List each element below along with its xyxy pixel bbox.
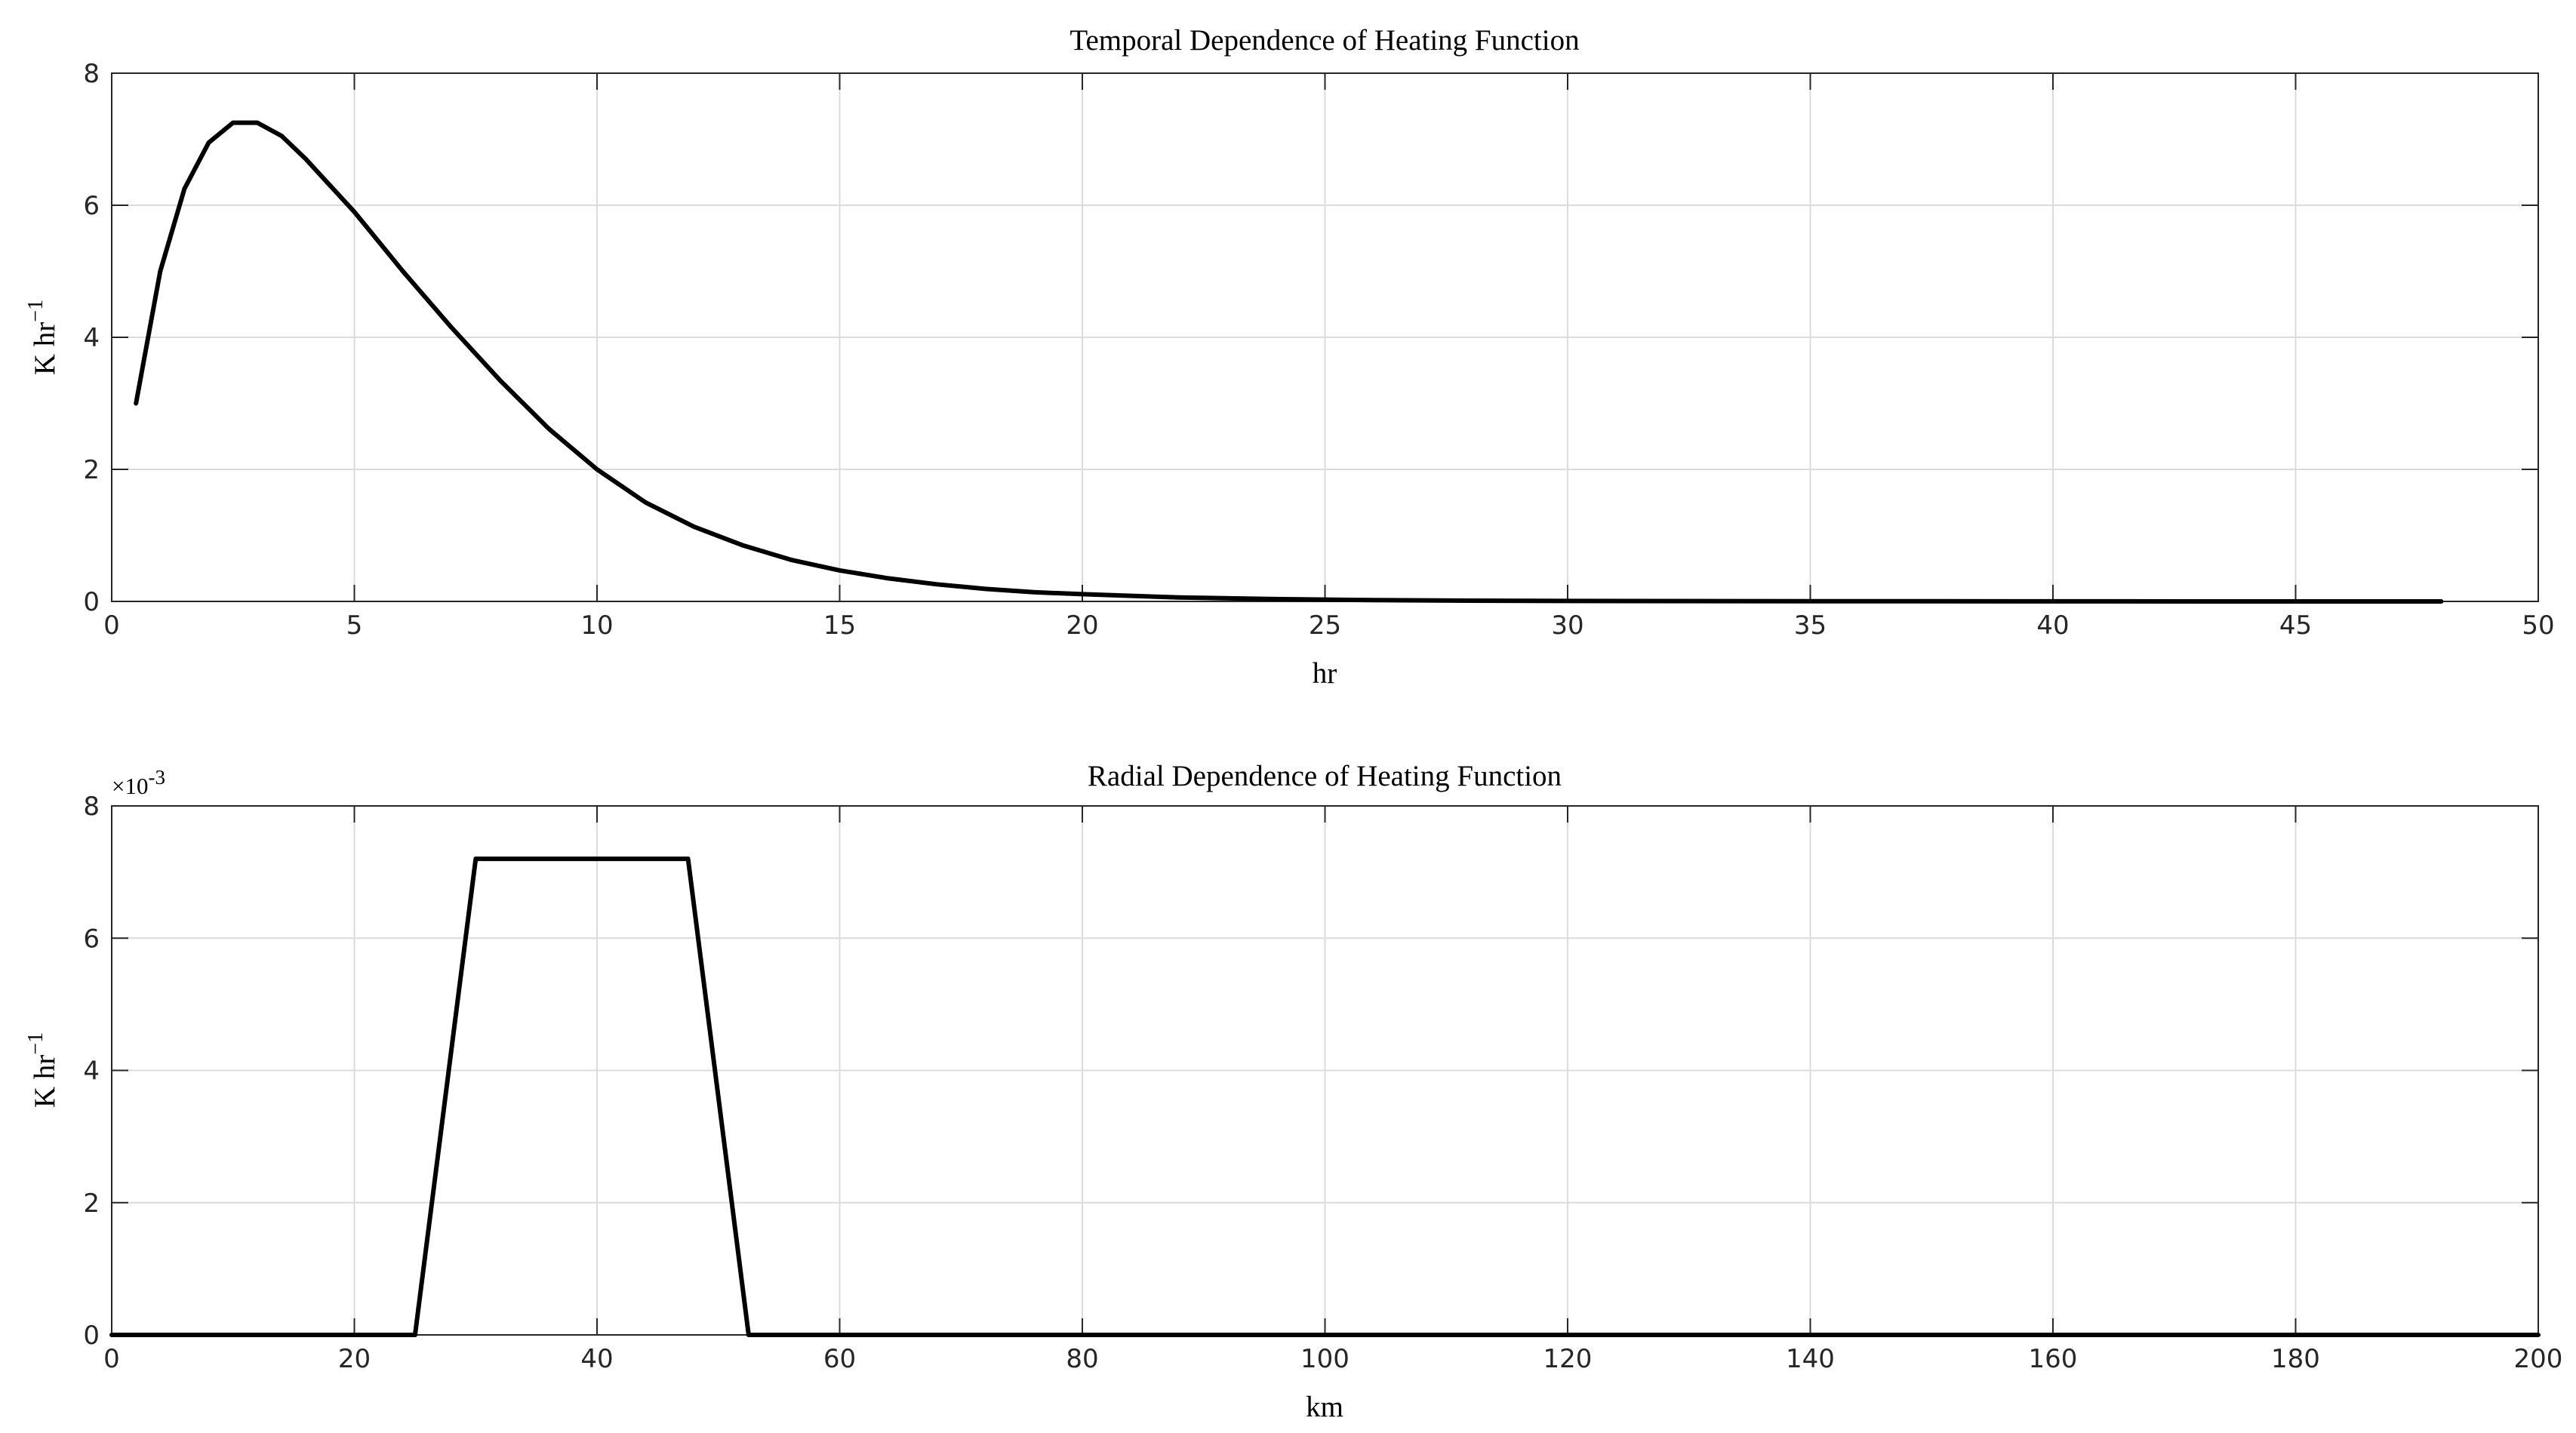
temporal-heating-line — [134, 120, 2444, 604]
radial-x-tick-label: 40 — [580, 1344, 613, 1374]
temporal-y-tick-label: 2 — [83, 455, 100, 485]
radial-x-tick-label: 0 — [103, 1344, 120, 1374]
temporal-x-tick-label: 50 — [2522, 610, 2554, 641]
temporal-grid — [112, 73, 2538, 601]
radial-y-exponent-power: -3 — [148, 766, 165, 789]
temporal-tick-labels: 0 5 10 15 20 25 30 35 40 45 50 0 2 4 6 8 — [83, 59, 2554, 641]
radial-x-tick-label: 60 — [823, 1344, 856, 1374]
radial-y-axis-label-text: K hr — [29, 1055, 61, 1108]
temporal-x-tick-label: 15 — [823, 610, 856, 641]
radial-y-axis-label-exp: −1 — [24, 1032, 48, 1055]
radial-x-tick-label: 180 — [2271, 1344, 2320, 1374]
radial-x-tick-label: 20 — [338, 1344, 371, 1374]
temporal-y-axis-label-exp: −1 — [24, 300, 48, 322]
radial-x-axis-label: km — [1306, 1391, 1343, 1423]
radial-heating-plot: 0 20 40 60 80 100 120 140 160 180 200 0 2 4 6 8 Radial … — [24, 760, 2562, 1423]
temporal-x-tick-label: 30 — [1551, 610, 1583, 641]
temporal-x-tick-label: 10 — [580, 610, 613, 641]
temporal-x-tick-label: 5 — [346, 610, 363, 641]
radial-x-tick-label: 140 — [1786, 1344, 1835, 1374]
temporal-plot-title: Temporal Dependence of Heating Function — [1069, 24, 1579, 57]
temporal-y-axis-label-text: K hr — [29, 322, 61, 375]
temporal-x-tick-label: 35 — [1794, 610, 1827, 641]
temporal-x-tick-label: 0 — [103, 610, 120, 641]
radial-y-tick-label: 0 — [83, 1321, 100, 1351]
radial-y-exponent-base: ×10 — [112, 773, 148, 799]
radial-x-tick-label: 100 — [1300, 1344, 1350, 1374]
temporal-x-tick-label: 20 — [1066, 610, 1098, 641]
radial-y-tick-label: 8 — [83, 792, 100, 822]
temporal-x-tick-label: 40 — [2036, 610, 2069, 641]
radial-y-tick-label: 6 — [83, 924, 100, 954]
radial-y-exponent-label: ×10-3 — [112, 766, 165, 799]
radial-ticks — [111, 805, 2539, 1336]
radial-grid — [112, 806, 2538, 1335]
temporal-y-tick-label: 6 — [83, 191, 100, 221]
temporal-y-tick-label: 0 — [83, 587, 100, 617]
temporal-y-tick-label: 8 — [83, 59, 100, 89]
radial-x-tick-label: 120 — [1543, 1344, 1593, 1374]
radial-y-axis-label: K hr−1 — [24, 1032, 61, 1108]
temporal-x-tick-label: 45 — [2279, 610, 2312, 641]
temporal-x-tick-label: 25 — [1309, 610, 1341, 641]
temporal-ticks — [111, 72, 2539, 602]
temporal-x-axis-label: hr — [1313, 657, 1337, 690]
temporal-y-tick-label: 4 — [83, 323, 100, 353]
radial-y-tick-label: 2 — [83, 1189, 100, 1219]
radial-x-tick-label: 160 — [2029, 1344, 2078, 1374]
radial-x-tick-label: 200 — [2514, 1344, 2563, 1374]
radial-x-tick-label: 80 — [1066, 1344, 1098, 1374]
radial-plot-title: Radial Dependence of Heating Function — [1088, 760, 1562, 792]
temporal-heating-plot: 0 5 10 15 20 25 30 35 40 45 50 0 2 4 6 8 Temporal Depen… — [24, 24, 2555, 690]
radial-heating-line — [109, 856, 2541, 1337]
radial-y-tick-label: 4 — [83, 1056, 100, 1087]
radial-tick-labels: 0 20 40 60 80 100 120 140 160 180 200 0 2 4 6 8 — [83, 792, 2562, 1374]
temporal-y-axis-label: K hr−1 — [24, 300, 61, 375]
